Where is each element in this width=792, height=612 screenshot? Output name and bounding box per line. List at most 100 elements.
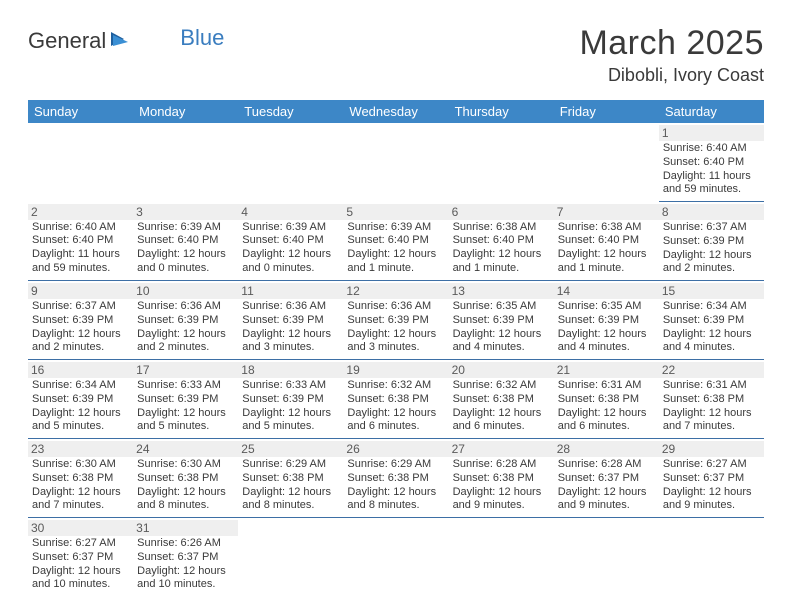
calendar-cell: 29Sunrise: 6:27 AMSunset: 6:37 PMDayligh… (659, 439, 764, 518)
calendar-cell: 19Sunrise: 6:32 AMSunset: 6:38 PMDayligh… (343, 360, 448, 439)
daylight-text: Daylight: 12 hours and 2 minutes. (137, 328, 234, 356)
day-number: 29 (659, 441, 764, 457)
daylight-text: Daylight: 12 hours and 6 minutes. (558, 407, 655, 435)
calendar-body: 1Sunrise: 6:40 AMSunset: 6:40 PMDaylight… (28, 123, 764, 596)
sunrise-text: Sunrise: 6:27 AM (32, 537, 129, 551)
sunset-text: Sunset: 6:40 PM (663, 156, 760, 170)
day-header: Tuesday (238, 100, 343, 123)
daylight-text: Daylight: 12 hours and 8 minutes. (137, 486, 234, 514)
sunrise-text: Sunrise: 6:34 AM (32, 379, 129, 393)
sunset-text: Sunset: 6:38 PM (663, 393, 760, 407)
sunset-text: Sunset: 6:40 PM (347, 234, 444, 248)
daylight-text: Daylight: 12 hours and 7 minutes. (663, 407, 760, 435)
sunset-text: Sunset: 6:39 PM (242, 314, 339, 328)
title-block: March 2025 Dibobli, Ivory Coast (579, 24, 764, 86)
sunset-text: Sunset: 6:40 PM (137, 234, 234, 248)
sunset-text: Sunset: 6:38 PM (347, 472, 444, 486)
sunset-text: Sunset: 6:39 PM (137, 314, 234, 328)
day-number: 16 (28, 362, 133, 378)
calendar-header-row: SundayMondayTuesdayWednesdayThursdayFrid… (28, 100, 764, 123)
calendar-table: SundayMondayTuesdayWednesdayThursdayFrid… (28, 100, 764, 596)
sunrise-text: Sunrise: 6:39 AM (242, 221, 339, 235)
day-number: 23 (28, 441, 133, 457)
sunrise-text: Sunrise: 6:38 AM (453, 221, 550, 235)
calendar-cell: 18Sunrise: 6:33 AMSunset: 6:39 PMDayligh… (238, 360, 343, 439)
day-header: Friday (554, 100, 659, 123)
calendar-cell: 8Sunrise: 6:37 AMSunset: 6:39 PMDaylight… (659, 202, 764, 281)
sunset-text: Sunset: 6:39 PM (137, 393, 234, 407)
calendar-cell: 26Sunrise: 6:29 AMSunset: 6:38 PMDayligh… (343, 439, 448, 518)
sunrise-text: Sunrise: 6:36 AM (242, 300, 339, 314)
daylight-text: Daylight: 12 hours and 3 minutes. (242, 328, 339, 356)
sunset-text: Sunset: 6:39 PM (32, 314, 129, 328)
calendar-cell (554, 123, 659, 202)
day-header: Thursday (449, 100, 554, 123)
calendar-cell: 10Sunrise: 6:36 AMSunset: 6:39 PMDayligh… (133, 281, 238, 360)
location-label: Dibobli, Ivory Coast (579, 65, 764, 86)
day-number: 28 (554, 441, 659, 457)
sunset-text: Sunset: 6:38 PM (453, 393, 550, 407)
sunrise-text: Sunrise: 6:34 AM (663, 300, 760, 314)
header: General Blue March 2025 Dibobli, Ivory C… (28, 24, 764, 86)
calendar-cell (659, 518, 764, 597)
sunrise-text: Sunrise: 6:28 AM (453, 458, 550, 472)
day-number: 12 (343, 283, 448, 299)
sunrise-text: Sunrise: 6:30 AM (137, 458, 234, 472)
sunset-text: Sunset: 6:39 PM (453, 314, 550, 328)
sunset-text: Sunset: 6:39 PM (663, 314, 760, 328)
calendar-cell (449, 518, 554, 597)
daylight-text: Daylight: 12 hours and 6 minutes. (453, 407, 550, 435)
daylight-text: Daylight: 12 hours and 6 minutes. (347, 407, 444, 435)
daylight-text: Daylight: 12 hours and 1 minute. (347, 248, 444, 276)
sunset-text: Sunset: 6:40 PM (32, 234, 129, 248)
sunset-text: Sunset: 6:38 PM (32, 472, 129, 486)
sunrise-text: Sunrise: 6:33 AM (137, 379, 234, 393)
logo: General Blue (28, 28, 224, 54)
calendar-cell: 3Sunrise: 6:39 AMSunset: 6:40 PMDaylight… (133, 202, 238, 281)
calendar-cell: 4Sunrise: 6:39 AMSunset: 6:40 PMDaylight… (238, 202, 343, 281)
daylight-text: Daylight: 12 hours and 2 minutes. (32, 328, 129, 356)
day-number: 11 (238, 283, 343, 299)
sunset-text: Sunset: 6:38 PM (137, 472, 234, 486)
sunrise-text: Sunrise: 6:31 AM (558, 379, 655, 393)
sunrise-text: Sunrise: 6:40 AM (663, 142, 760, 156)
sunrise-text: Sunrise: 6:26 AM (137, 537, 234, 551)
calendar-cell: 11Sunrise: 6:36 AMSunset: 6:39 PMDayligh… (238, 281, 343, 360)
sunset-text: Sunset: 6:39 PM (663, 235, 760, 249)
calendar-cell: 22Sunrise: 6:31 AMSunset: 6:38 PMDayligh… (659, 360, 764, 439)
daylight-text: Daylight: 12 hours and 10 minutes. (32, 565, 129, 593)
daylight-text: Daylight: 12 hours and 4 minutes. (453, 328, 550, 356)
day-number: 4 (238, 204, 343, 220)
calendar-cell: 6Sunrise: 6:38 AMSunset: 6:40 PMDaylight… (449, 202, 554, 281)
sunrise-text: Sunrise: 6:36 AM (347, 300, 444, 314)
sunrise-text: Sunrise: 6:39 AM (137, 221, 234, 235)
day-number: 1 (659, 125, 764, 141)
day-number: 8 (659, 204, 764, 220)
day-number: 19 (343, 362, 448, 378)
sunset-text: Sunset: 6:37 PM (32, 551, 129, 565)
daylight-text: Daylight: 12 hours and 5 minutes. (137, 407, 234, 435)
day-header: Monday (133, 100, 238, 123)
calendar-cell (343, 123, 448, 202)
day-number: 17 (133, 362, 238, 378)
day-number: 2 (28, 204, 133, 220)
day-number: 18 (238, 362, 343, 378)
day-number: 9 (28, 283, 133, 299)
calendar-cell: 23Sunrise: 6:30 AMSunset: 6:38 PMDayligh… (28, 439, 133, 518)
sunrise-text: Sunrise: 6:37 AM (32, 300, 129, 314)
sunset-text: Sunset: 6:37 PM (663, 472, 760, 486)
day-number: 30 (28, 520, 133, 536)
sunrise-text: Sunrise: 6:32 AM (347, 379, 444, 393)
sunrise-text: Sunrise: 6:39 AM (347, 221, 444, 235)
sunrise-text: Sunrise: 6:27 AM (663, 458, 760, 472)
daylight-text: Daylight: 12 hours and 4 minutes. (663, 328, 760, 356)
flag-icon (110, 30, 132, 53)
day-header: Saturday (659, 100, 764, 123)
calendar-cell (554, 518, 659, 597)
calendar-cell: 24Sunrise: 6:30 AMSunset: 6:38 PMDayligh… (133, 439, 238, 518)
sunset-text: Sunset: 6:40 PM (453, 234, 550, 248)
calendar-cell (449, 123, 554, 202)
sunrise-text: Sunrise: 6:29 AM (347, 458, 444, 472)
day-number: 25 (238, 441, 343, 457)
day-number: 27 (449, 441, 554, 457)
